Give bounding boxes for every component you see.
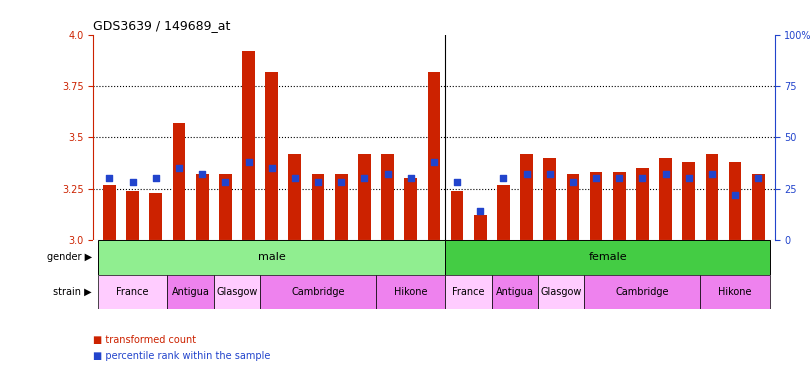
Point <box>636 175 649 182</box>
Bar <box>127 191 139 240</box>
Bar <box>590 172 603 240</box>
Text: ■ percentile rank within the sample: ■ percentile rank within the sample <box>93 351 271 361</box>
Bar <box>98 275 167 309</box>
Bar <box>445 240 770 275</box>
Point <box>427 159 440 165</box>
Text: France: France <box>117 287 149 297</box>
Point <box>289 175 302 182</box>
Bar <box>491 275 539 309</box>
Bar <box>219 174 232 240</box>
Point <box>103 175 116 182</box>
Bar <box>265 71 278 240</box>
Point <box>659 171 672 177</box>
Bar <box>427 71 440 240</box>
Text: GDS3639 / 149689_at: GDS3639 / 149689_at <box>93 19 230 32</box>
Bar <box>405 179 417 240</box>
Point <box>590 175 603 182</box>
Text: Glasgow: Glasgow <box>541 287 582 297</box>
Text: France: France <box>453 287 485 297</box>
Bar <box>289 154 301 240</box>
Bar <box>729 162 741 240</box>
Point <box>474 208 487 214</box>
Bar <box>167 275 214 309</box>
Point <box>219 179 232 185</box>
Bar <box>149 193 162 240</box>
Text: Antigua: Antigua <box>496 287 534 297</box>
Bar <box>358 154 371 240</box>
Bar <box>682 162 695 240</box>
Bar <box>376 275 445 309</box>
Point <box>613 175 626 182</box>
Bar <box>706 154 719 240</box>
Bar <box>636 168 649 240</box>
Text: Antigua: Antigua <box>172 287 209 297</box>
Bar <box>173 123 186 240</box>
Bar <box>659 158 672 240</box>
Bar <box>381 154 394 240</box>
Bar <box>445 275 491 309</box>
Point <box>149 175 162 182</box>
Text: gender ▶: gender ▶ <box>47 252 92 262</box>
Bar <box>98 240 445 275</box>
Bar <box>701 275 770 309</box>
Text: strain ▶: strain ▶ <box>54 287 92 297</box>
Bar <box>214 275 260 309</box>
Bar <box>260 275 376 309</box>
Point <box>682 175 695 182</box>
Point <box>706 171 719 177</box>
Bar <box>103 185 116 240</box>
Bar <box>567 174 579 240</box>
Point <box>728 192 741 198</box>
Text: Hikone: Hikone <box>719 287 752 297</box>
Bar <box>335 174 348 240</box>
Bar <box>497 185 510 240</box>
Point <box>497 175 510 182</box>
Point <box>127 179 139 185</box>
Point <box>752 175 765 182</box>
Point <box>358 175 371 182</box>
Text: male: male <box>258 252 285 262</box>
Point <box>335 179 348 185</box>
Bar <box>752 174 765 240</box>
Bar <box>585 275 701 309</box>
Point <box>265 165 278 171</box>
Bar <box>543 158 556 240</box>
Bar <box>242 51 255 240</box>
Bar <box>474 215 487 240</box>
Text: Hikone: Hikone <box>394 287 427 297</box>
Point <box>311 179 324 185</box>
Bar <box>451 191 463 240</box>
Point <box>195 171 208 177</box>
Point <box>451 179 464 185</box>
Point <box>543 171 556 177</box>
Bar <box>195 174 208 240</box>
Text: female: female <box>588 252 627 262</box>
Text: Cambridge: Cambridge <box>616 287 669 297</box>
Bar <box>520 154 533 240</box>
Bar <box>539 275 585 309</box>
Point <box>520 171 533 177</box>
Bar <box>613 172 625 240</box>
Text: ■ transformed count: ■ transformed count <box>93 335 196 345</box>
Text: Cambridge: Cambridge <box>291 287 345 297</box>
Point <box>566 179 579 185</box>
Point <box>173 165 186 171</box>
Bar <box>311 174 324 240</box>
Text: Glasgow: Glasgow <box>217 287 258 297</box>
Point <box>242 159 255 165</box>
Point <box>404 175 417 182</box>
Point <box>381 171 394 177</box>
